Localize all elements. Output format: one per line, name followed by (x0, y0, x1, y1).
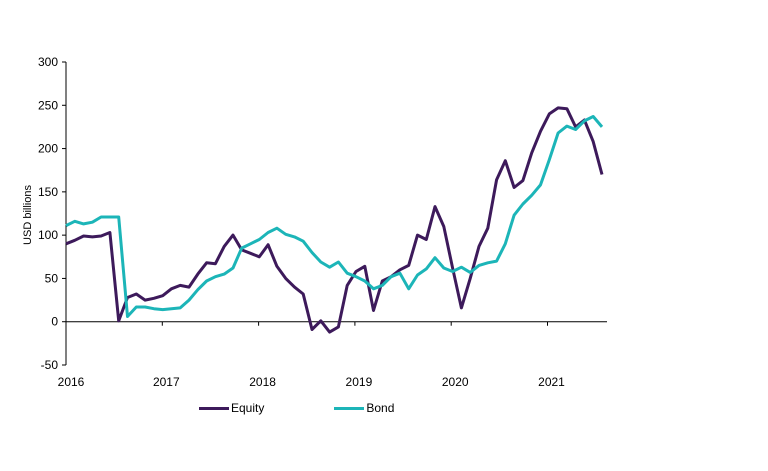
x-tick-label: 2021 (538, 375, 565, 389)
series-lines (65, 106, 604, 334)
x-tick-labels: 2016 2017 2018 2019 2020 2021 (58, 375, 566, 389)
legend-item-equity: Equity (199, 401, 264, 415)
y-tick-label: 100 (38, 228, 58, 242)
legend-item-bond: Bond (334, 401, 394, 415)
y-tick-label: 250 (38, 98, 58, 112)
axes (62, 61, 607, 366)
legend-label-bond: Bond (366, 401, 395, 415)
y-tick-label: -50 (41, 358, 59, 372)
y-tick-label: 150 (38, 185, 58, 199)
y-tick-label: 200 (38, 142, 58, 156)
y-axis-title: USD billions (22, 185, 34, 245)
legend-swatch-bond (334, 406, 365, 410)
y-tick-label: 50 (45, 271, 59, 285)
y-tick-labels: 300 250 200 150 100 50 0 -50 (38, 55, 58, 372)
x-tick-label: 2016 (58, 375, 85, 389)
legend: Equity Bond (199, 401, 464, 415)
legend-swatch-equity (199, 406, 229, 410)
y-tick-label: 0 (51, 315, 58, 329)
x-tick-label: 2020 (442, 375, 469, 389)
legend-label-equity: Equity (231, 401, 265, 415)
series-line-equity (65, 106, 604, 334)
x-tick-label: 2017 (153, 375, 180, 389)
x-tick-label: 2018 (249, 375, 276, 389)
y-tick-label: 300 (38, 55, 58, 69)
x-tick-label: 2019 (346, 375, 373, 389)
series-line-bond (65, 115, 604, 318)
